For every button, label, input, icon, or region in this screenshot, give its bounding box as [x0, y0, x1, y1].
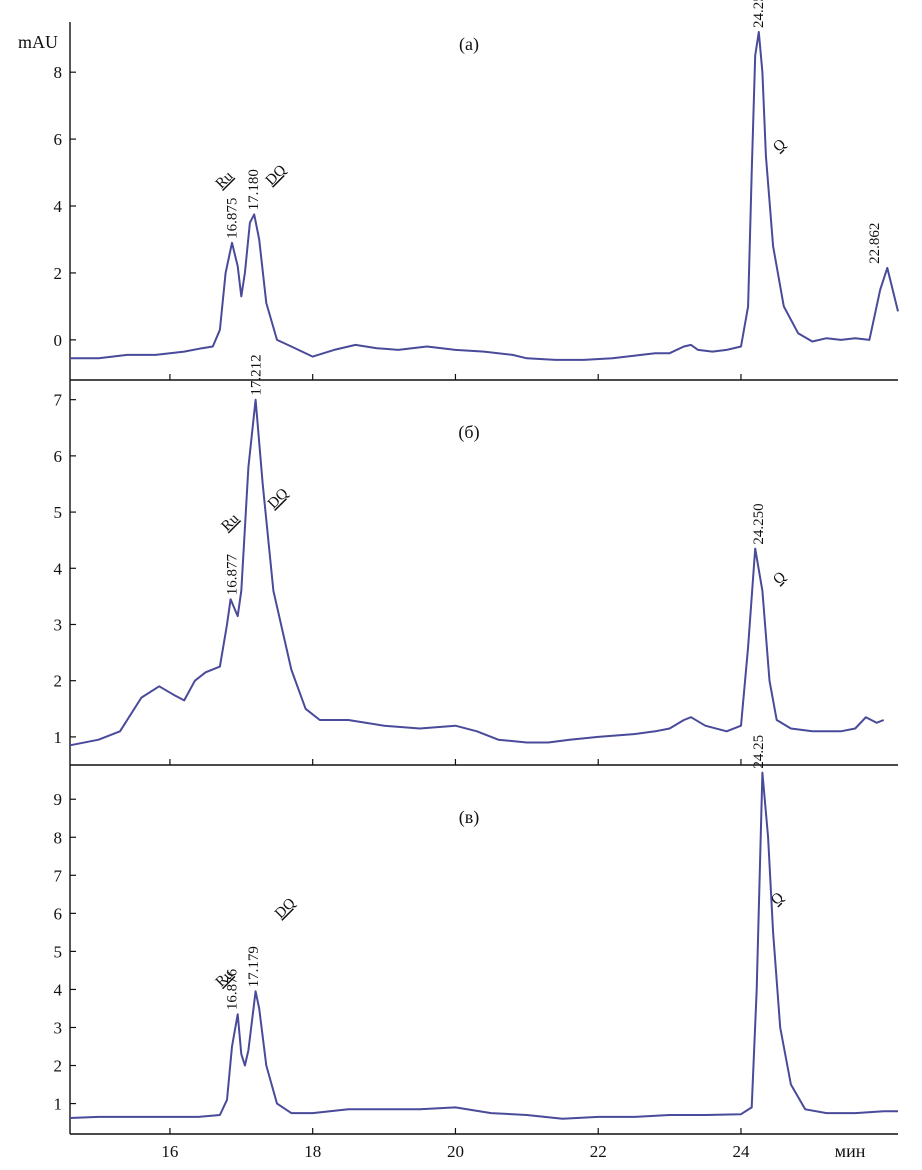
- compound-label: Q: [770, 136, 789, 155]
- retention-time-label: 22.862: [867, 223, 883, 264]
- retention-time-label: 17.180: [246, 169, 262, 210]
- y-tick-label: 3: [54, 1018, 63, 1037]
- y-tick-label: 8: [54, 63, 63, 82]
- retention-time-label: 16.876: [224, 968, 240, 1010]
- chromatogram-trace: [69, 398, 885, 747]
- x-tick-label: 20: [447, 1142, 464, 1161]
- y-tick-label: 2: [54, 1057, 63, 1076]
- compound-label: DQ: [265, 485, 292, 512]
- panel-label: (а): [459, 34, 479, 55]
- compound-label: Q: [770, 569, 789, 588]
- retention-time-label: 24.250: [751, 503, 767, 544]
- y-tick-label: 5: [54, 942, 63, 961]
- y-tick-label: 2: [54, 672, 63, 691]
- retention-time-label: 17.212: [248, 354, 264, 395]
- x-tick-label: 16: [161, 1142, 178, 1161]
- compound-label: DQ: [272, 895, 299, 922]
- y-tick-label: 7: [54, 866, 63, 885]
- x-unit-label: мин: [835, 1141, 866, 1161]
- y-tick-label: 6: [54, 130, 63, 149]
- y-tick-label: 4: [54, 980, 63, 999]
- y-tick-label: 3: [54, 615, 63, 634]
- y-unit-label: mAU: [18, 32, 58, 52]
- retention-time-label: 24.251: [751, 0, 767, 28]
- retention-time-label: 17.179: [246, 946, 262, 987]
- y-tick-label: 6: [54, 904, 63, 923]
- x-tick-label: 22: [590, 1142, 607, 1161]
- y-tick-label: 8: [54, 828, 63, 847]
- y-tick-label: 5: [54, 503, 63, 522]
- y-tick-label: 2: [54, 264, 63, 283]
- x-tick-label: 24: [732, 1142, 750, 1161]
- retention-time-label: 16.877: [225, 553, 241, 595]
- retention-time-label: 16.875: [224, 198, 240, 239]
- y-tick-label: 4: [54, 559, 63, 578]
- y-tick-label: 4: [54, 197, 63, 216]
- y-tick-label: 1: [54, 728, 63, 747]
- y-tick-label: 0: [54, 331, 63, 350]
- compound-label: DQ: [263, 162, 290, 189]
- chromatogram-trace: [69, 771, 898, 1120]
- panel-2: 1 2 3 4 5 6 7 (б) 16.877 17.212 24.250 Ru DQ Q: [54, 354, 898, 766]
- panel-label: (в): [459, 807, 480, 828]
- chromatogram-trace: [70, 31, 899, 361]
- panel-label: (б): [458, 422, 479, 443]
- compound-label: Ru: [213, 168, 237, 192]
- panel-1: 0 2 4 6 8 (а) 16.875 17.180 24.251 22.862 Ru DQ Q: [54, 0, 899, 381]
- y-tick-label: 6: [54, 447, 63, 466]
- retention-time-label: 24.25: [751, 735, 767, 769]
- y-tick-label: 1: [54, 1095, 63, 1114]
- compound-label: Ru: [219, 511, 243, 535]
- x-tick-label: 18: [304, 1142, 321, 1161]
- y-tick-label: 9: [54, 790, 63, 809]
- y-tick-label: 7: [54, 391, 63, 410]
